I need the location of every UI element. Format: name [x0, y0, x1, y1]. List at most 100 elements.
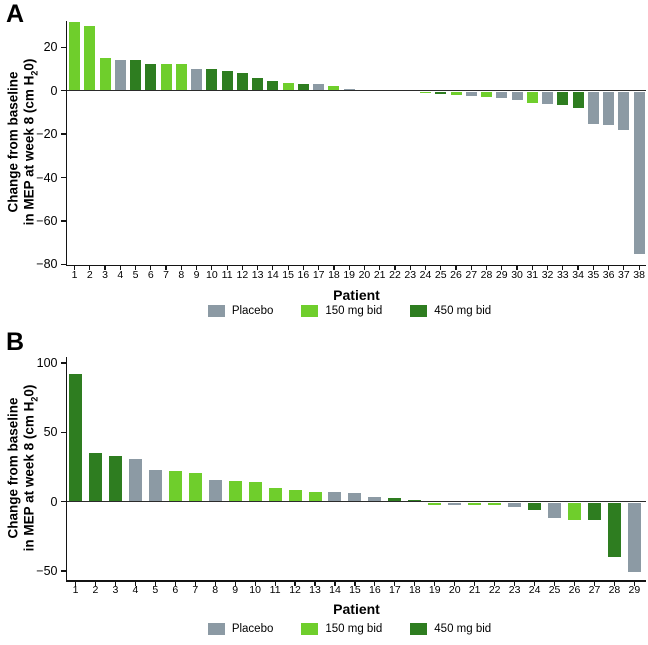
x-tickmark-a [195, 266, 198, 271]
bar-patient-13 [308, 491, 322, 502]
x-tickmark-a [501, 266, 503, 271]
dose150-swatch-icon [301, 305, 319, 317]
x-tickmark-a [394, 266, 396, 271]
bar-patient-31 [526, 91, 538, 103]
x-tick-label-b-2: 2 [92, 584, 99, 596]
x-tickmark-a [165, 266, 167, 271]
x-tick-label-a-36: 36 [602, 269, 615, 281]
bar-patient-3 [99, 58, 111, 91]
x-tick-label-a-29: 29 [495, 269, 508, 281]
bar-patient-30 [511, 91, 523, 101]
panel-a-label: A [6, 0, 25, 28]
x-tickmark-a [531, 266, 533, 271]
x-tick-label-a-22: 22 [389, 269, 401, 281]
x-tickmark-b [474, 581, 476, 586]
x-tickmark-a [89, 266, 91, 271]
x-tickmark-a [577, 266, 579, 271]
y-axis-label-b-line2-end: 0) [21, 384, 37, 397]
x-tickmark-a [409, 266, 411, 271]
y-tick-label-b: 100 [36, 356, 58, 371]
x-tick-label-a-20: 20 [358, 269, 371, 281]
legend-item-450mg: 450 mg bid [410, 305, 491, 317]
x-tick-label-a-38: 38 [633, 269, 645, 281]
x-tickmark-a [257, 266, 259, 271]
y-tick-label-b: 0 [50, 494, 58, 509]
x-tick-label-b-26: 26 [568, 584, 581, 596]
x-tickmark-a [424, 266, 427, 271]
legend-item-placebo: Placebo [207, 623, 273, 635]
bar-patient-32 [542, 91, 554, 104]
y-tick-label-a: −20 [36, 127, 58, 142]
bar-patient-26 [450, 91, 462, 96]
x-tick-label-b-14: 14 [329, 584, 341, 596]
bar-patient-17 [313, 84, 325, 91]
y-axis-label-b: Change from baseline in MEP at week 8 (c… [6, 348, 43, 588]
x-tickmark-b [254, 581, 256, 586]
x-tickmark-b [334, 581, 336, 586]
bar-patient-10 [248, 482, 262, 502]
x-tickmark-a [211, 266, 213, 271]
x-tick-label-b-17: 17 [389, 584, 401, 596]
x-tickmark-a [104, 266, 106, 271]
bar-patient-34 [572, 91, 584, 109]
legend-label-450mg: 450 mg bid [434, 623, 492, 635]
bar-patient-38 [633, 91, 645, 254]
x-tickmark-a [592, 266, 594, 271]
x-tickmark-b [374, 581, 376, 586]
zero-line-b [65, 500, 646, 503]
x-tick-label-a-33: 33 [556, 269, 569, 281]
x-tickmark-a [379, 266, 381, 271]
zero-line-a [65, 89, 646, 92]
y-tickmark-a [60, 89, 66, 92]
x-tick-label-b-11: 11 [269, 584, 281, 596]
x-tickmark-a [562, 266, 564, 271]
x-tick-label-a-31: 31 [526, 269, 539, 281]
x-tick-label-b-27: 27 [588, 584, 601, 596]
y-tickmark-a [60, 133, 66, 135]
legend-label-150mg: 150 mg bid [325, 305, 383, 317]
x-axis-spine-a [65, 264, 646, 267]
x-tick-label-b-8: 8 [212, 584, 219, 596]
x-tickmark-b [94, 581, 97, 586]
bar-patient-29 [627, 502, 641, 573]
bar-patient-6 [145, 63, 157, 91]
x-tick-label-b-13: 13 [309, 584, 321, 596]
x-tickmark-b [274, 581, 276, 586]
x-tick-label-b-25: 25 [548, 584, 561, 596]
x-tickmark-a [119, 266, 121, 271]
x-tick-label-a-3: 3 [102, 269, 108, 281]
x-tick-label-a-4: 4 [117, 269, 124, 281]
legend-item-150mg: 150 mg bid [301, 623, 382, 635]
x-tickmark-a [485, 266, 488, 271]
y-tickmark-a [60, 263, 66, 266]
x-tick-label-a-21: 21 [373, 269, 386, 281]
bar-patient-14 [328, 491, 342, 502]
bar-patient-14 [267, 80, 279, 91]
y-tick-label-a: 0 [50, 83, 58, 98]
bar-patient-9 [191, 68, 203, 91]
x-tick-label-b-20: 20 [448, 584, 461, 596]
x-tick-label-a-13: 13 [251, 269, 264, 281]
x-tick-label-a-6: 6 [147, 269, 154, 281]
x-tickmark-a [516, 266, 518, 271]
legend-label-450mg: 450 mg bid [434, 305, 492, 317]
x-tickmark-a [272, 266, 274, 271]
y-tick-label-b: 50 [43, 425, 58, 440]
bar-patient-18 [328, 86, 340, 91]
x-tickmark-a [333, 266, 335, 271]
bar-patient-2 [88, 453, 102, 502]
x-tickmark-b [154, 581, 156, 586]
x-tick-label-b-29: 29 [628, 584, 641, 596]
x-tick-label-a-25: 25 [434, 269, 447, 281]
x-tick-label-a-23: 23 [404, 269, 417, 281]
bar-patient-24 [419, 91, 431, 93]
y-tickmark-b [60, 500, 66, 503]
x-tick-label-b-10: 10 [249, 584, 261, 596]
x-tick-label-a-10: 10 [205, 269, 218, 281]
x-tickmark-a [470, 266, 472, 271]
x-tickmark-b [494, 581, 496, 586]
y-axis-spine-a [65, 21, 68, 267]
bar-patient-7 [160, 63, 172, 91]
dose450-swatch-icon [410, 623, 428, 635]
x-tickmark-a [638, 266, 640, 271]
